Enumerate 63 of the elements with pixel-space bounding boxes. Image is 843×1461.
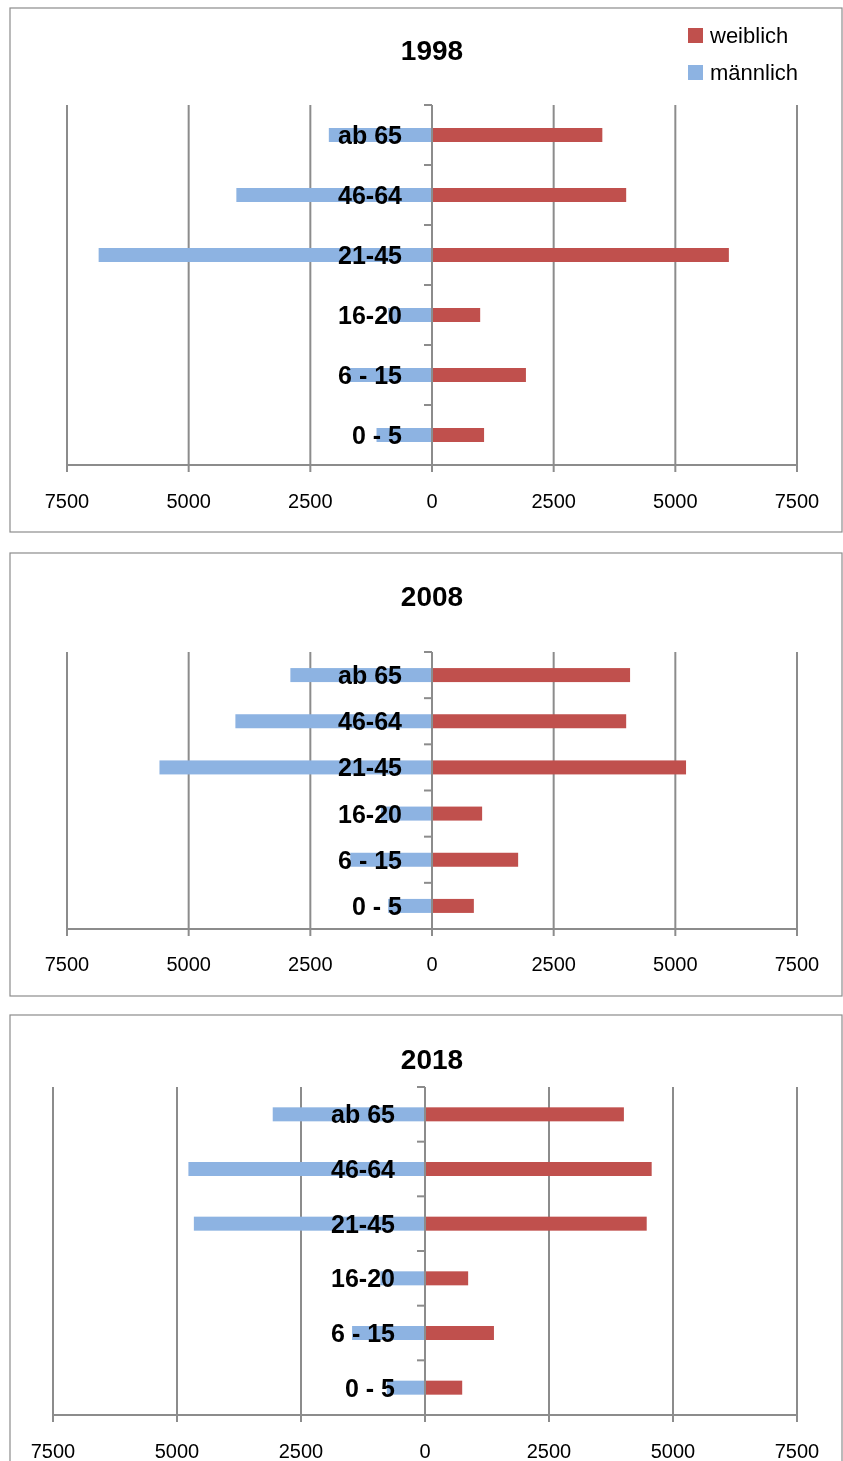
- bar: [432, 428, 485, 442]
- x-tick-label: 2500: [531, 953, 576, 975]
- x-tick-label: 5000: [166, 490, 211, 512]
- bar: [432, 248, 729, 262]
- x-tick-label: 5000: [653, 490, 698, 512]
- y-tick-label: 6 - 15: [338, 845, 403, 874]
- x-tick-label: 2500: [288, 490, 333, 512]
- bar: [432, 368, 526, 382]
- bar: [432, 714, 627, 729]
- chart-title: 1998: [400, 35, 464, 66]
- bar: [432, 760, 687, 775]
- y-tick-label: 46-64: [331, 1155, 396, 1183]
- bar: [425, 1326, 494, 1340]
- bar: [425, 1162, 652, 1176]
- y-tick-label: 46-64: [338, 707, 403, 736]
- y-tick-label: 0 - 5: [351, 421, 403, 449]
- chart-title: 2008: [400, 581, 464, 612]
- x-tick-label: 7500: [774, 1440, 820, 1461]
- y-tick-label: 16-20: [331, 1264, 395, 1293]
- y-tick-label: 0 - 5: [351, 891, 403, 920]
- x-tick-label: 0: [426, 490, 438, 512]
- bar: [432, 308, 481, 322]
- y-tick-label: 6 - 15: [331, 1319, 396, 1347]
- bar: [432, 668, 631, 683]
- bar: [425, 1271, 469, 1286]
- bar: [432, 852, 519, 867]
- x-tick-label: 2500: [288, 953, 333, 975]
- bar: [432, 806, 483, 821]
- y-tick-label: 46-64: [338, 181, 403, 209]
- bar: [425, 1216, 647, 1231]
- x-tick-label: 7500: [774, 490, 820, 512]
- y-tick-label: ab 65: [338, 121, 403, 149]
- x-tick-label: 5000: [653, 953, 698, 975]
- chart-title: 2018: [400, 1044, 464, 1075]
- x-tick-label: 2500: [531, 490, 576, 512]
- y-tick-label: 21-45: [338, 753, 403, 782]
- x-tick-label: 2500: [278, 1440, 324, 1461]
- x-tick-label: 7500: [44, 490, 90, 512]
- bar: [432, 128, 603, 142]
- x-tick-label: 2500: [526, 1440, 572, 1461]
- x-tick-label: 0: [419, 1440, 431, 1461]
- bar: [425, 1107, 624, 1122]
- y-tick-label: ab 65: [331, 1100, 396, 1129]
- bar: [425, 1380, 463, 1395]
- y-tick-label: 6 - 15: [338, 361, 403, 389]
- x-tick-label: 0: [426, 953, 438, 975]
- y-tick-label: 16-20: [338, 301, 402, 329]
- bar: [432, 898, 474, 913]
- legend-label: weiblich: [709, 23, 789, 48]
- y-tick-label: 16-20: [338, 799, 402, 828]
- y-tick-label: 0 - 5: [344, 1373, 396, 1402]
- x-tick-label: 5000: [154, 1440, 200, 1461]
- x-tick-label: 5000: [650, 1440, 696, 1461]
- bar: [432, 188, 627, 202]
- bar: [98, 248, 432, 262]
- x-tick-label: 7500: [44, 953, 90, 975]
- x-tick-label: 7500: [774, 953, 820, 975]
- legend-label: männlich: [710, 60, 799, 85]
- x-tick-label: 7500: [30, 1440, 76, 1461]
- y-tick-label: 21-45: [331, 1209, 396, 1238]
- y-tick-label: 21-45: [338, 241, 403, 269]
- y-tick-label: ab 65: [338, 661, 403, 690]
- x-tick-label: 5000: [166, 953, 211, 975]
